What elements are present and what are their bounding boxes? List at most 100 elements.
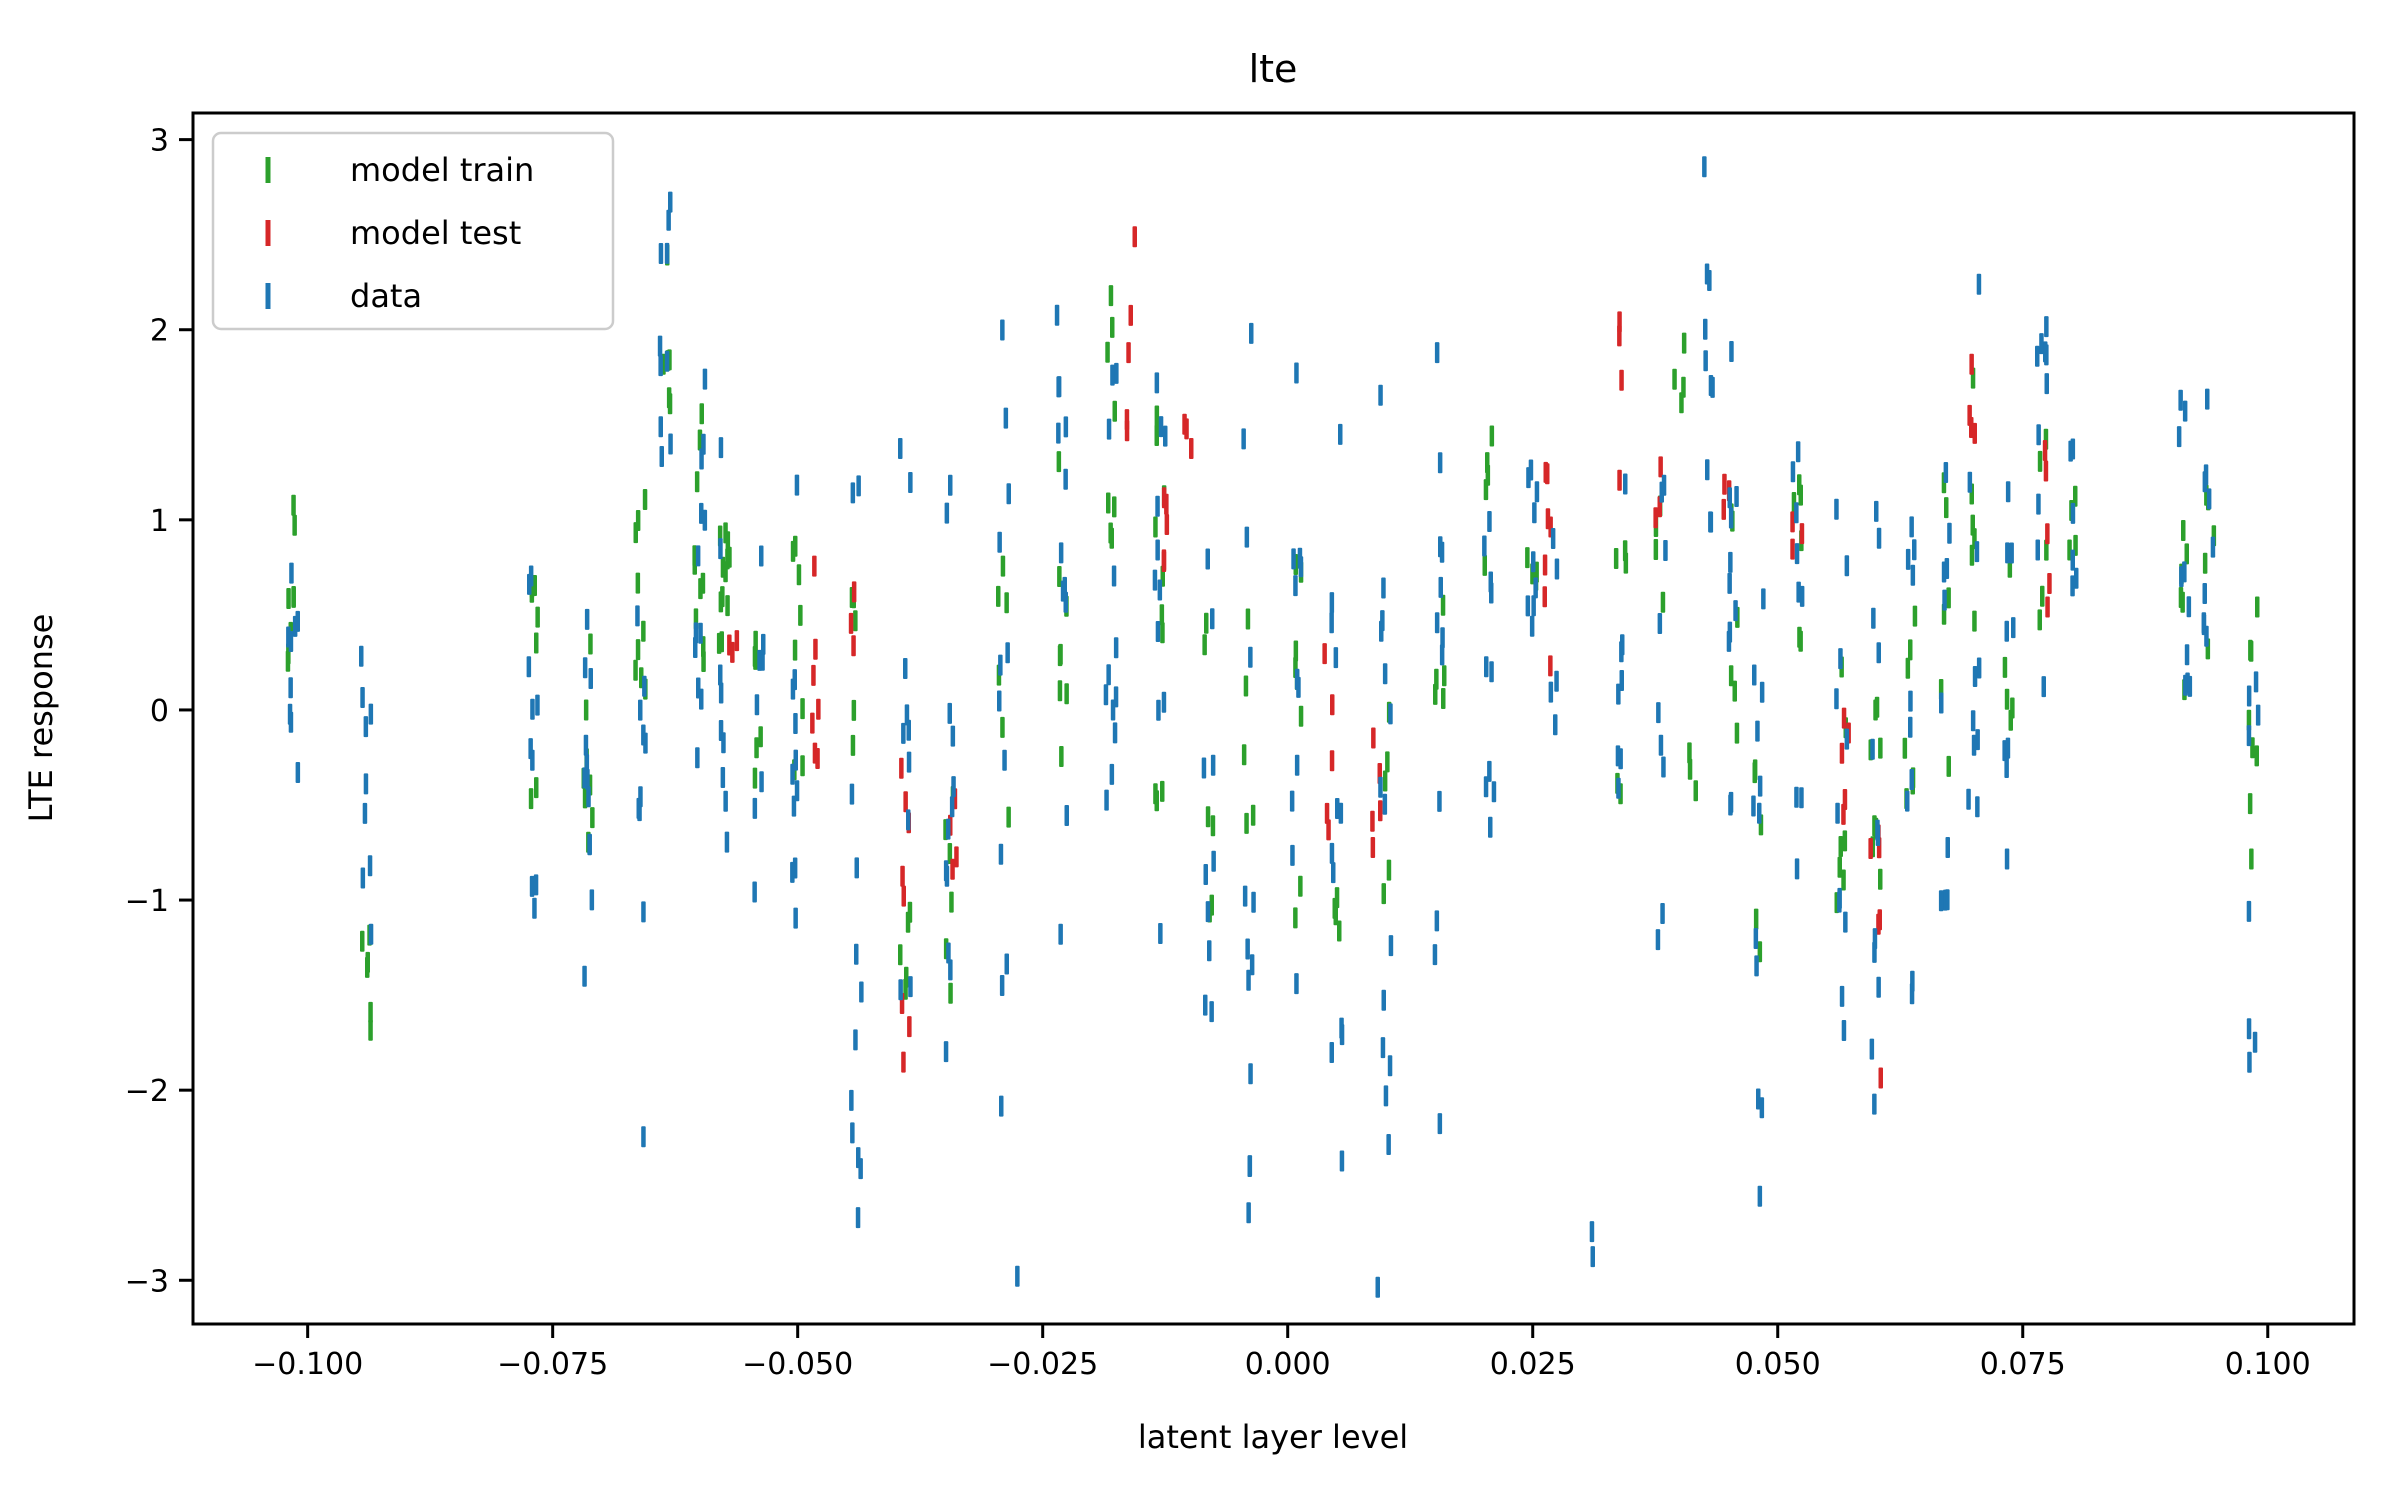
marker xyxy=(1154,405,1160,427)
marker xyxy=(1298,875,1303,897)
marker xyxy=(641,1126,646,1148)
marker xyxy=(718,664,723,686)
marker xyxy=(906,751,912,773)
marker xyxy=(1728,665,1734,687)
marker xyxy=(2255,704,2261,726)
marker xyxy=(1245,608,1251,630)
marker xyxy=(1531,551,1536,573)
marker xyxy=(1378,800,1383,822)
marker xyxy=(1103,684,1109,706)
marker xyxy=(286,626,291,648)
marker xyxy=(1337,920,1342,942)
marker xyxy=(1757,802,1762,824)
marker xyxy=(1589,1221,1595,1243)
marker xyxy=(998,654,1003,676)
marker xyxy=(1482,554,1487,576)
marker xyxy=(289,562,294,584)
marker xyxy=(582,767,587,789)
marker xyxy=(1910,564,1916,586)
marker xyxy=(946,818,951,840)
marker xyxy=(1385,751,1390,773)
marker xyxy=(851,581,857,603)
marker xyxy=(1057,680,1063,702)
marker xyxy=(1752,759,1758,781)
marker xyxy=(1837,856,1842,878)
marker xyxy=(583,734,589,756)
marker xyxy=(1728,507,1734,529)
marker xyxy=(1721,498,1726,520)
marker xyxy=(1946,755,1951,777)
marker xyxy=(1732,680,1737,702)
marker xyxy=(1434,342,1440,364)
marker xyxy=(1005,642,1010,664)
marker xyxy=(1799,585,1805,607)
marker xyxy=(659,446,664,467)
marker xyxy=(1874,500,1879,522)
marker xyxy=(950,725,956,747)
marker xyxy=(1975,729,1980,751)
y-tick-label: −3 xyxy=(125,1264,169,1299)
marker xyxy=(532,575,537,596)
marker xyxy=(754,694,760,716)
marker xyxy=(954,846,959,868)
marker xyxy=(1876,527,1882,549)
marker xyxy=(908,472,913,493)
marker xyxy=(720,556,726,578)
marker xyxy=(1329,592,1335,614)
marker xyxy=(1158,416,1164,438)
marker xyxy=(1331,862,1336,884)
marker xyxy=(1163,425,1168,447)
marker xyxy=(2246,725,2252,747)
marker xyxy=(1440,594,1446,616)
marker xyxy=(642,675,647,697)
marker xyxy=(1910,970,1915,992)
marker xyxy=(1487,760,1492,782)
marker xyxy=(526,656,532,678)
data-marker-icon xyxy=(265,283,271,309)
marker xyxy=(2252,1031,2258,1053)
marker xyxy=(658,355,663,377)
marker xyxy=(898,979,903,1001)
marker xyxy=(534,777,539,799)
marker xyxy=(1733,600,1738,622)
marker xyxy=(2070,502,2076,524)
marker xyxy=(1245,938,1250,960)
marker xyxy=(2044,373,2049,395)
legend: model train model test data xyxy=(211,131,615,331)
marker xyxy=(1161,691,1167,713)
marker xyxy=(2070,575,2075,597)
marker xyxy=(1970,710,1976,732)
marker xyxy=(1554,670,1559,692)
marker xyxy=(1703,350,1708,372)
marker xyxy=(1380,1037,1386,1059)
y-tick-label: 3 xyxy=(150,124,169,159)
marker xyxy=(1966,788,1971,810)
marker xyxy=(1159,604,1165,626)
marker xyxy=(1293,640,1299,662)
marker xyxy=(1207,940,1212,962)
marker xyxy=(1382,770,1388,792)
marker xyxy=(1246,1202,1251,1224)
marker xyxy=(1658,734,1664,756)
marker xyxy=(1653,507,1658,529)
marker xyxy=(1974,541,1980,563)
marker xyxy=(1210,815,1216,837)
marker xyxy=(1015,1265,1020,1287)
marker xyxy=(1617,325,1622,347)
marker xyxy=(1943,462,1949,483)
marker xyxy=(702,509,708,531)
marker xyxy=(1113,686,1119,708)
marker xyxy=(901,885,906,907)
marker xyxy=(638,786,643,808)
marker xyxy=(1939,692,1944,714)
marker xyxy=(1525,595,1531,617)
marker xyxy=(1799,787,1804,809)
marker xyxy=(699,403,704,425)
marker xyxy=(1335,798,1340,819)
marker xyxy=(1727,572,1732,594)
marker xyxy=(530,698,535,720)
marker xyxy=(1752,664,1757,686)
marker xyxy=(535,694,540,716)
marker xyxy=(1388,935,1394,957)
marker xyxy=(1834,498,1839,520)
